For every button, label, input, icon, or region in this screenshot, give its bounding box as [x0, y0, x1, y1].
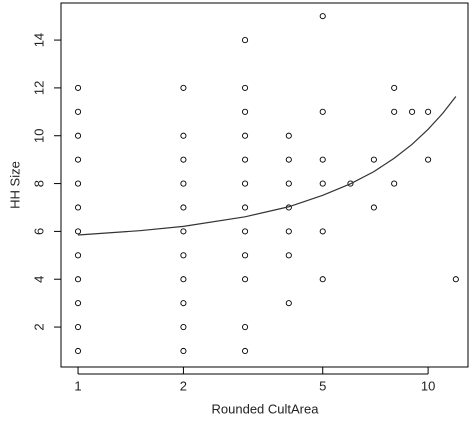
y-tick-label: 14 — [31, 33, 46, 47]
point — [180, 132, 187, 139]
point — [319, 108, 326, 115]
x-tick-label: 2 — [180, 378, 187, 393]
y-axis-title: HH Size — [7, 161, 22, 209]
plot-frame — [60, 2, 469, 368]
x-tick-label: 5 — [319, 378, 326, 393]
y-tick-label: 4 — [31, 276, 46, 283]
point — [74, 347, 82, 355]
point — [242, 324, 249, 331]
point — [242, 347, 249, 355]
point — [242, 108, 249, 115]
point — [180, 180, 187, 187]
point — [391, 108, 398, 115]
point — [74, 324, 82, 331]
point — [74, 276, 82, 283]
point — [74, 84, 82, 91]
point — [74, 180, 82, 187]
point — [74, 156, 82, 163]
x-tick-label: 10 — [421, 378, 435, 393]
point — [74, 252, 82, 259]
point — [285, 180, 292, 187]
y-tick-label: 6 — [31, 228, 46, 235]
point — [74, 300, 82, 307]
point — [242, 252, 249, 259]
point — [370, 204, 377, 211]
x-axis-title: Rounded CultArea — [212, 401, 320, 416]
point — [180, 252, 187, 259]
point — [285, 300, 292, 307]
point — [319, 156, 326, 163]
point — [74, 204, 82, 211]
fit-line — [77, 96, 457, 236]
point — [285, 132, 292, 139]
x-tick-label: 1 — [74, 378, 81, 393]
point — [242, 84, 249, 91]
point — [242, 228, 249, 235]
point — [319, 228, 326, 235]
point — [242, 37, 249, 44]
point — [242, 276, 249, 283]
point — [242, 156, 249, 163]
point — [74, 108, 82, 115]
point — [180, 204, 187, 211]
point — [425, 108, 432, 115]
point — [285, 156, 292, 163]
point — [180, 228, 187, 235]
point — [242, 132, 249, 139]
point — [452, 276, 459, 283]
point — [180, 84, 187, 91]
point — [180, 300, 187, 307]
y-tick-label: 12 — [31, 81, 46, 95]
point — [319, 13, 326, 20]
point — [74, 228, 82, 235]
point — [391, 84, 398, 91]
y-tick-label: 10 — [31, 128, 46, 142]
point — [319, 180, 326, 187]
point — [409, 108, 416, 115]
point — [180, 347, 187, 355]
point — [425, 156, 432, 163]
point — [370, 156, 377, 163]
point — [391, 180, 398, 187]
point — [180, 324, 187, 331]
point — [242, 204, 249, 211]
point — [285, 252, 292, 259]
y-tick-label: 2 — [31, 323, 46, 330]
point — [347, 180, 354, 187]
point — [74, 132, 82, 139]
point — [180, 156, 187, 163]
point — [242, 180, 249, 187]
point — [285, 228, 292, 235]
y-tick-label: 8 — [31, 180, 46, 187]
point — [319, 276, 326, 283]
point — [180, 276, 187, 283]
